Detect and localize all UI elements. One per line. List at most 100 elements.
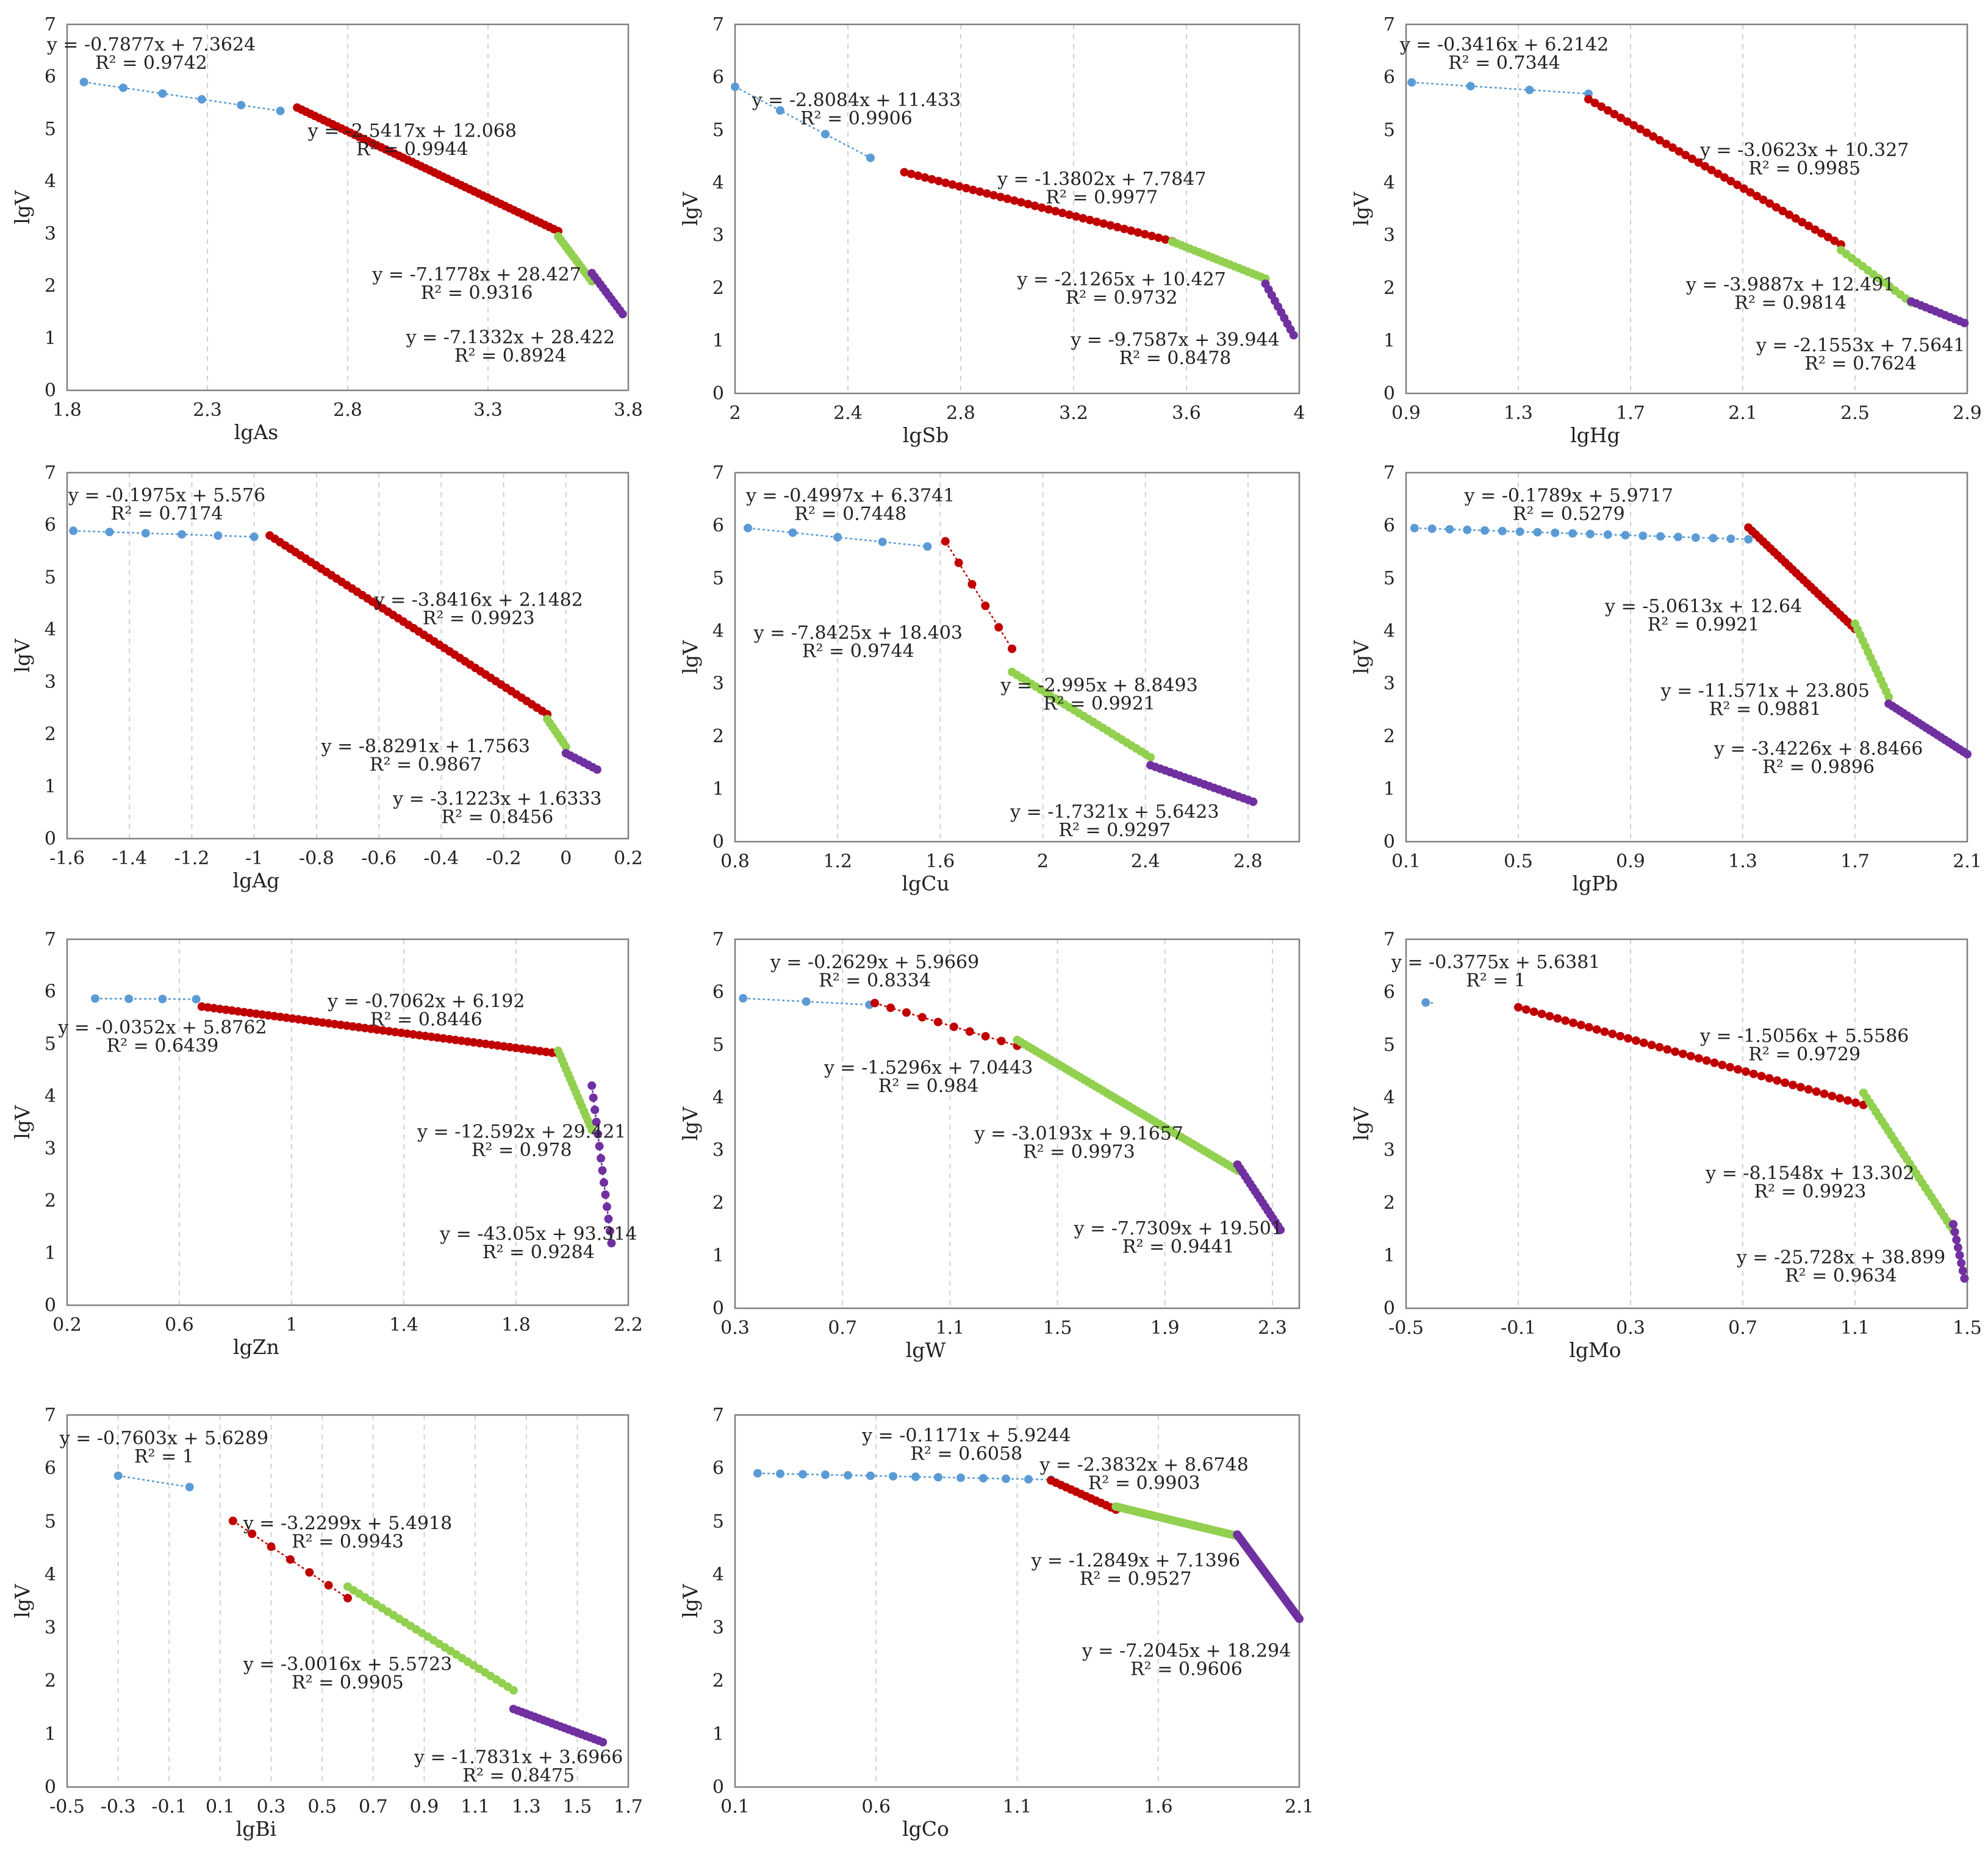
data-point-stage2	[1099, 219, 1108, 228]
data-point-stage2	[1085, 215, 1094, 224]
fit-r2: R² = 0.9921	[1648, 614, 1760, 636]
data-point-stage1	[1585, 529, 1595, 539]
data-point-stage2	[1662, 139, 1671, 148]
data-point-stage2	[1649, 132, 1658, 141]
trendline-stage1	[743, 997, 870, 1006]
data-point-stage4	[605, 1227, 614, 1236]
x-tick-label: 2.8	[946, 403, 975, 424]
chart-panel-lgag: 0 1 2 3 4 5 6 7 -1.6 -1.4 -1.2 -1 -0.8 -0.6 -0.4 -0.2 0 0…	[10, 462, 643, 892]
data-point-stage1	[833, 532, 842, 542]
x-tick-label: 1.2	[823, 851, 852, 872]
data-point-stage1	[1551, 528, 1560, 537]
data-point-stage2	[1072, 212, 1081, 221]
y-tick-label: 4	[712, 172, 724, 193]
x-tick-label: -0.5	[1388, 1317, 1424, 1339]
fit-r2: R² = 0.9923	[1754, 1181, 1867, 1202]
y-tick-label: 4	[712, 1087, 724, 1108]
data-point-stage1	[124, 994, 134, 1003]
data-point-stage3	[509, 1686, 518, 1695]
data-point-stage3	[1146, 753, 1155, 762]
data-point-stage2	[969, 185, 978, 195]
y-tick-label: 5	[712, 1511, 724, 1532]
y-tick-label: 6	[45, 981, 56, 1003]
x-tick-label: 1.3	[1504, 403, 1533, 424]
y-tick-label: 5	[712, 568, 724, 589]
x-tick-label: 1.5	[563, 1796, 592, 1818]
data-point-stage2	[1120, 224, 1129, 234]
fit-r2: R² = 0.9297	[1058, 820, 1171, 841]
y-tick-label: 5	[1383, 120, 1395, 141]
data-point-stage2	[1044, 205, 1053, 214]
data-point-stage2	[1161, 235, 1170, 244]
data-point-stage2	[965, 1027, 974, 1036]
x-tick-label: 2.1	[1728, 403, 1757, 424]
data-point-stage2	[343, 1594, 352, 1603]
chart-panel-lgmo: 0 1 2 3 4 5 6 7 -0.5 -0.1 0.3 0.7 1.1 1.5 lgMo lgV y = -…	[1349, 929, 1982, 1362]
fit-r2: R² = 0.7624	[1804, 353, 1917, 374]
y-axis-title: lgV	[10, 1105, 34, 1139]
y-tick-label: 0	[1383, 383, 1395, 404]
trendline-stage1	[95, 997, 196, 1000]
fit-r2: R² = 1	[134, 1446, 194, 1467]
y-tick-label: 5	[712, 120, 724, 141]
x-tick-label: 0.5	[1504, 851, 1533, 872]
data-point-stage1	[1480, 526, 1490, 535]
data-point-stage2	[1765, 1073, 1774, 1083]
fit-equation: y = -43.05x + 93.314	[439, 1223, 637, 1245]
fit-equation: y = -3.0016x + 5.5723	[243, 1653, 452, 1675]
x-tick-label: 0.1	[1391, 851, 1421, 872]
y-axis-title: lgV	[1349, 192, 1373, 226]
data-point-stage4	[587, 1081, 597, 1090]
plot-frame	[1405, 23, 1968, 395]
data-point-stage2	[1590, 98, 1599, 107]
data-point-stage4	[1950, 1227, 1959, 1236]
fit-equation: y = -2.3832x + 8.6748	[1039, 1455, 1248, 1476]
fit-equation: y = -7.1332x + 28.422	[406, 327, 615, 348]
data-point-stage2	[1545, 1012, 1554, 1021]
data-point-stage2	[1629, 121, 1638, 130]
data-point-stage1	[731, 82, 739, 91]
data-point-stage2	[996, 193, 1005, 202]
data-point-stage2	[1681, 151, 1690, 160]
x-tick-label: 2.9	[1953, 403, 1982, 424]
fit-r2: R² = 0.8475	[462, 1765, 575, 1786]
data-point-stage2	[1553, 1014, 1562, 1023]
data-point-stage2	[1804, 221, 1813, 231]
data-point-stage2	[1017, 198, 1026, 207]
fit-r2: R² = 0.978	[472, 1140, 572, 1161]
data-point-stage2	[1521, 1005, 1530, 1014]
data-point-stage2	[1631, 1036, 1640, 1045]
fit-r2: R² = 0.9732	[1066, 287, 1178, 309]
data-point-stage2	[1561, 1016, 1570, 1025]
data-point-stage1	[1407, 78, 1416, 87]
x-tick-label: 1.8	[501, 1314, 531, 1336]
x-tick-label: 3.2	[1059, 403, 1088, 424]
y-tick-label: 7	[712, 1405, 724, 1426]
data-point-stage1	[105, 528, 114, 537]
y-tick-label: 1	[712, 1245, 724, 1267]
y-tick-label: 5	[45, 1033, 56, 1055]
y-tick-label: 6	[712, 1458, 724, 1479]
data-point-stage2	[1051, 207, 1060, 216]
data-point-stage4	[1953, 1243, 1962, 1252]
x-tick-label: 0.8	[720, 851, 750, 872]
x-axis-title: lgPb	[1572, 872, 1618, 895]
data-point-stage2	[1010, 196, 1019, 205]
data-point-stage2	[1639, 1038, 1648, 1047]
x-tick-label: 1	[285, 1314, 297, 1336]
data-point-stage4	[598, 1738, 608, 1747]
plot-frame	[1405, 471, 1968, 843]
x-tick-label: 1.8	[52, 399, 82, 421]
data-point-stage1	[744, 523, 753, 532]
data-point-stage2	[1092, 217, 1101, 226]
data-point-stage2	[997, 1036, 1006, 1045]
x-tick-label: 1.6	[926, 851, 955, 872]
data-point-stage2	[1686, 1051, 1695, 1061]
fit-equation: y = -3.1223x + 1.6333	[392, 788, 601, 809]
y-tick-label: 2	[45, 1191, 56, 1212]
y-tick-label: 0	[712, 831, 724, 853]
data-point-stage1	[753, 1469, 762, 1478]
x-tick-label: 0.7	[828, 1317, 857, 1339]
y-tick-label: 6	[45, 66, 56, 88]
data-point-stage2	[1030, 201, 1039, 210]
